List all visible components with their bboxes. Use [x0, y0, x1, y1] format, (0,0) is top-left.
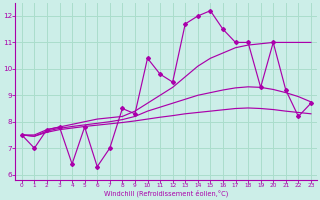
- X-axis label: Windchill (Refroidissement éolien,°C): Windchill (Refroidissement éolien,°C): [104, 190, 228, 197]
